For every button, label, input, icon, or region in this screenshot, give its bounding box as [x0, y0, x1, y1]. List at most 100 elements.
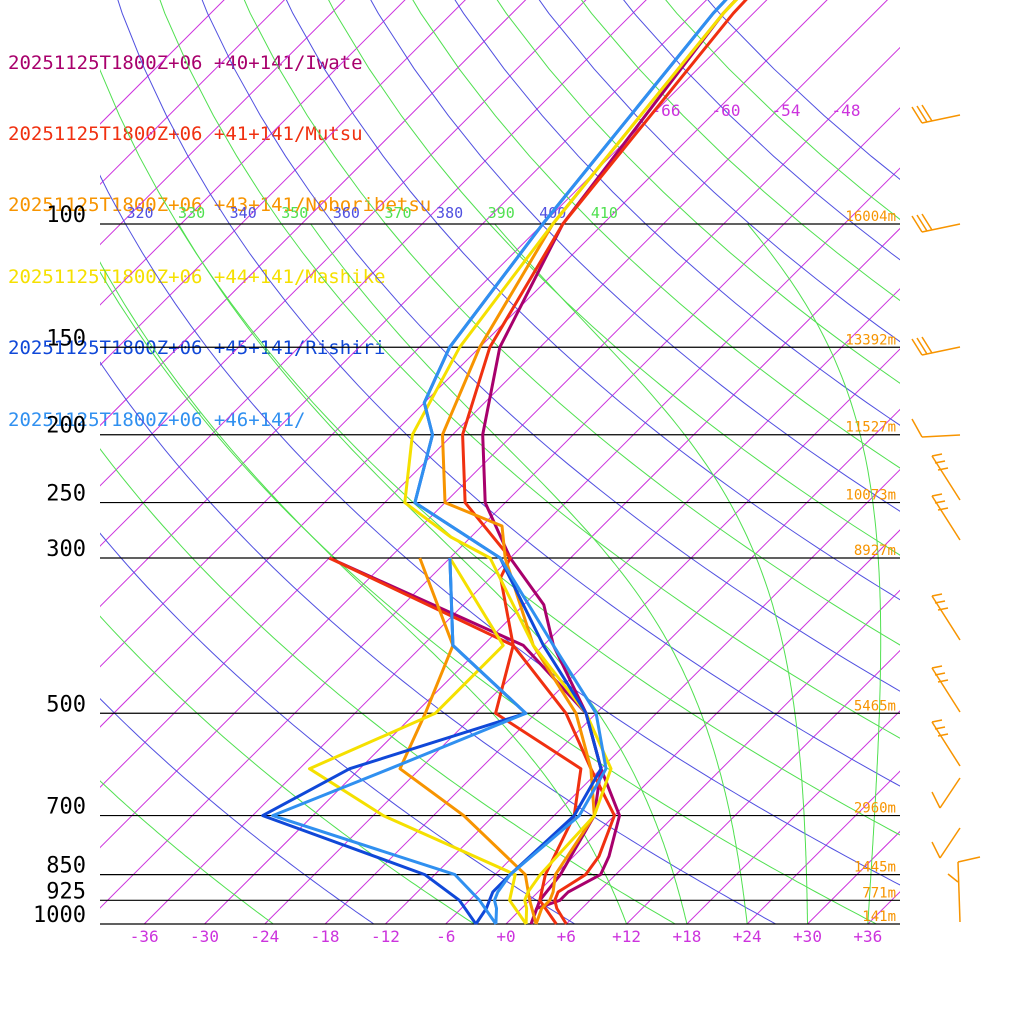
x-tick-label: +24: [733, 927, 762, 946]
theta-label: 360: [333, 204, 360, 222]
height-label-100: 16004m: [845, 209, 896, 225]
x-tick-label: +0: [496, 927, 515, 946]
moist-adiabat: [100, 261, 628, 924]
wind-barb-shaft: [921, 223, 961, 233]
moist-adiabat: [494, 223, 808, 924]
wind-barb-feather: [916, 105, 928, 123]
theta-label: 330: [178, 204, 205, 222]
wind-barb-feather: [911, 338, 923, 356]
wind-barb-feather: [911, 418, 923, 438]
wind-barb: [911, 213, 961, 233]
theta-label: 320: [126, 204, 153, 222]
theta-label: 380: [436, 204, 463, 222]
dewpoint-profile-4: [261, 557, 528, 925]
pressure-label-925: 925: [46, 879, 86, 904]
theta-curve: [285, 0, 900, 601]
pressure-label-850: 850: [46, 854, 86, 879]
wind-barb-feather: [934, 460, 946, 464]
wind-barb: [931, 493, 961, 541]
wind-barb-feather: [921, 104, 933, 122]
isotherm-line: [807, 830, 900, 924]
temperature-profile-5: [413, 0, 728, 925]
temperature-profile-3: [403, 0, 739, 925]
wind-barb-shaft: [921, 434, 961, 438]
x-tick-label: +18: [672, 927, 701, 946]
wind-barb: [911, 418, 961, 438]
wind-barb-feather: [957, 856, 981, 863]
wind-barb: [911, 336, 961, 356]
x-tick-label: +12: [612, 927, 641, 946]
isotherm-line: [988, 0, 1024, 924]
isotherm-line: [565, 589, 900, 924]
theta-curve: [100, 615, 475, 924]
wind-barb-feather: [934, 600, 946, 604]
pressure-label-250: 250: [46, 482, 86, 507]
isotherm-line: [686, 710, 900, 924]
isotherm-line: [385, 408, 900, 924]
wind-barb-feather: [931, 719, 943, 723]
wind-barb-feather: [911, 106, 923, 124]
isotherm-line: [100, 0, 889, 789]
dewpoint-profile-1: [328, 556, 583, 925]
wind-barb-feather: [921, 336, 933, 354]
wind-barb-feather: [916, 337, 928, 355]
x-tick-label: +6: [557, 927, 576, 946]
wind-barb: [947, 856, 981, 923]
wind-barb-feather: [911, 215, 923, 233]
wind-barb-feather: [937, 467, 949, 471]
height-label-700: 2960m: [854, 801, 896, 817]
isotherm-line: [445, 468, 900, 924]
height-label-1000: 141m: [862, 909, 896, 925]
theta-curve: [100, 780, 274, 924]
wind-barb-feather: [937, 607, 949, 611]
theta-curve: [412, 0, 900, 469]
isotherm-line: [100, 0, 466, 366]
isotherm-line: [264, 288, 900, 924]
wind-barb: [931, 593, 961, 641]
pressure-label-150: 150: [46, 326, 86, 351]
theta-curve: [100, 697, 375, 924]
isotherm-label: -48: [832, 101, 861, 120]
pressure-label-300: 300: [46, 537, 86, 562]
wind-barb-shaft: [921, 114, 961, 124]
theta-label: 350: [281, 204, 308, 222]
wind-barb-feather: [931, 593, 943, 597]
x-tick-label: -24: [250, 927, 279, 946]
moist-adiabat: [310, 223, 748, 924]
legend-entry-rishiri: 20251125T1800Z+06 +45+141/Rishiri: [8, 337, 386, 360]
wind-barb-shaft: [957, 861, 961, 923]
height-label-500: 5465m: [854, 698, 896, 714]
height-label-150: 13392m: [845, 332, 896, 348]
theta-label: 390: [488, 204, 515, 222]
wind-barb-feather: [934, 726, 946, 730]
pressure-label-700: 700: [46, 795, 86, 820]
theta-curve: [100, 174, 900, 886]
temperature-profile-0: [481, 0, 738, 925]
theta-curve: [665, 0, 900, 221]
wind-barb-feather: [921, 213, 933, 231]
legend: 20251125T1800Z+06 +40+141/Iwate 20251125…: [8, 4, 431, 456]
isotherm-line: [100, 0, 286, 186]
wind-barb-feather: [937, 679, 949, 683]
height-label-925: 771m: [862, 885, 896, 901]
wind-barb-feather: [931, 453, 943, 457]
wind-barb: [931, 665, 961, 713]
pressure-label-200: 200: [46, 414, 86, 439]
wind-barb: [931, 453, 961, 501]
legend-entry-iwate: 20251125T1800Z+06 +40+141/Iwate: [8, 51, 363, 74]
isotherm-line: [100, 0, 708, 608]
isotherm-line: [324, 348, 900, 924]
dewpoint-profile-5: [271, 557, 528, 925]
isotherm-line: [626, 649, 900, 924]
wind-barb-feather: [931, 841, 941, 859]
x-tick-label: -30: [190, 927, 219, 946]
dewpoint-profile-2: [398, 557, 538, 925]
theta-curve: [100, 532, 576, 924]
wind-barb-feather: [934, 500, 946, 504]
wind-barb-feather: [931, 493, 943, 497]
height-label-300: 8927m: [854, 543, 896, 559]
isotherm-line: [100, 0, 587, 487]
isotherm-label: -54: [772, 101, 801, 120]
theta-curve: [100, 68, 900, 836]
